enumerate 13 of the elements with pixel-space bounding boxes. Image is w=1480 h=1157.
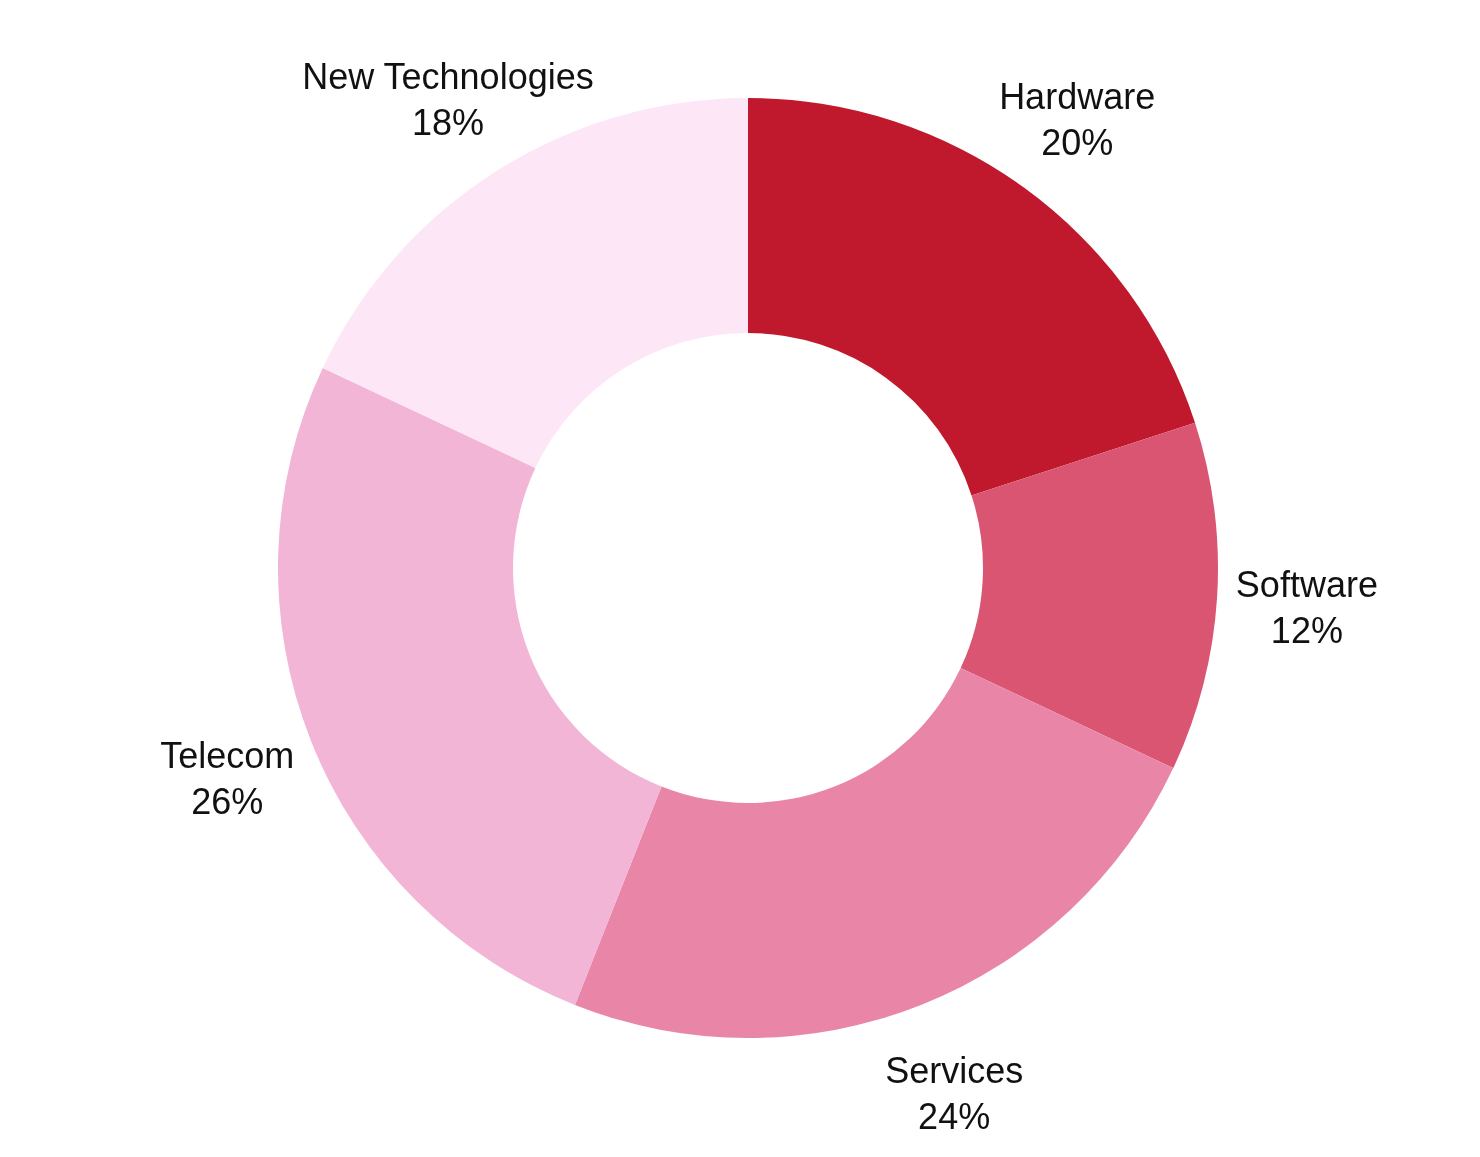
slice-label: New Technologies xyxy=(302,56,594,98)
donut-slice xyxy=(322,98,748,468)
slice-label: Hardware xyxy=(999,75,1156,117)
data-label: 20% xyxy=(1041,121,1114,163)
slice-label: Software xyxy=(1235,564,1378,606)
data-label: 12% xyxy=(1270,610,1343,652)
slice-label: Telecom xyxy=(160,735,295,777)
data-label: 26% xyxy=(191,781,264,823)
slice-label: Services xyxy=(885,1049,1024,1091)
data-label: 18% xyxy=(411,102,484,144)
donut-slice xyxy=(574,668,1174,1038)
data-label: 24% xyxy=(918,1095,991,1137)
donut-slice xyxy=(960,422,1218,769)
